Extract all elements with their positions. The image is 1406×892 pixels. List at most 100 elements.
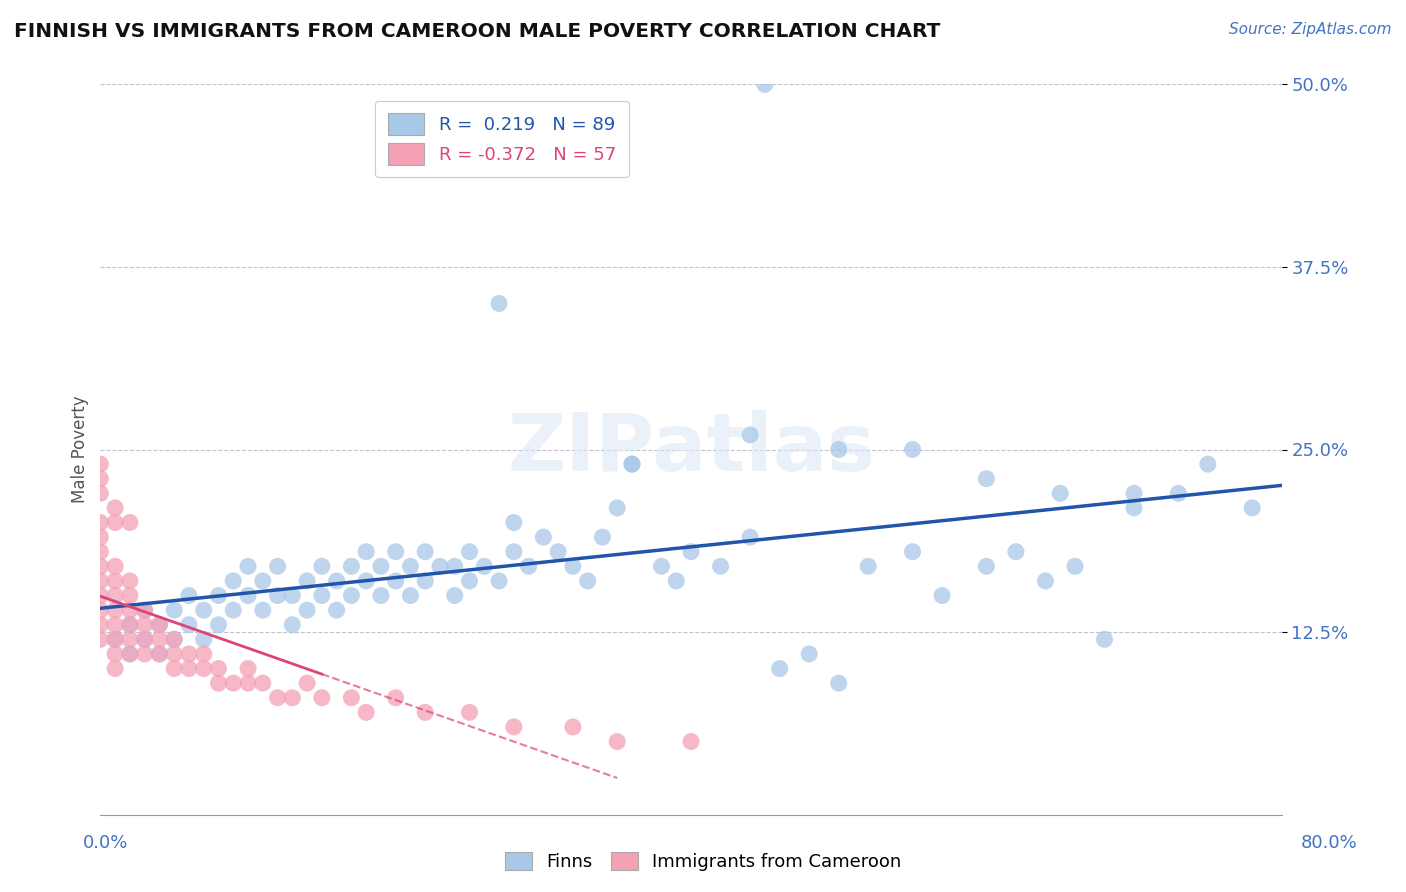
Point (531, 530, 554, 544)
Point (118, 603, 141, 617)
Point (89, 632, 111, 647)
Point (193, 661, 215, 675)
Point (591, 530, 613, 544)
Point (679, 545, 702, 559)
Point (488, 296, 510, 310)
Point (458, 706, 481, 720)
Point (828, 676, 851, 690)
Point (163, 661, 186, 675)
Point (413, 574, 436, 588)
Point (1241, 500, 1264, 515)
Point (740, 530, 762, 544)
Point (976, 559, 998, 574)
Point (340, 589, 363, 603)
Point (1123, 500, 1146, 515)
Point (89, 617, 111, 632)
Point (384, 574, 406, 588)
Point (1123, 486, 1146, 500)
Point (384, 690, 406, 705)
Point (193, 647, 215, 661)
Point (311, 690, 333, 705)
Point (89, 545, 111, 559)
Point (576, 574, 599, 588)
Point (236, 589, 259, 603)
Point (901, 442, 924, 457)
Point (1094, 632, 1116, 647)
Point (561, 559, 583, 574)
Point (325, 603, 347, 617)
Point (769, 661, 792, 675)
Point (207, 676, 229, 690)
Point (1064, 559, 1087, 574)
Point (281, 690, 304, 705)
Point (104, 589, 127, 603)
Point (443, 589, 465, 603)
Point (517, 559, 540, 574)
Point (236, 559, 259, 574)
Point (89, 530, 111, 544)
Point (561, 720, 583, 734)
Point (207, 661, 229, 675)
Point (340, 559, 363, 574)
Point (502, 720, 524, 734)
Point (134, 603, 156, 617)
Point (502, 545, 524, 559)
Point (1035, 574, 1057, 588)
Point (399, 559, 422, 574)
Point (384, 545, 406, 559)
Point (429, 559, 451, 574)
Point (104, 617, 127, 632)
Point (118, 647, 141, 661)
Point (193, 632, 215, 647)
Point (118, 589, 141, 603)
Point (104, 661, 127, 675)
Point (177, 647, 200, 661)
Point (620, 457, 643, 471)
Point (89, 589, 111, 603)
Point (488, 574, 510, 588)
Point (340, 690, 363, 705)
Y-axis label: Male Poverty: Male Poverty (72, 396, 89, 503)
Point (222, 603, 245, 617)
Point (134, 603, 156, 617)
Point (266, 589, 288, 603)
Point (104, 559, 127, 574)
Point (620, 457, 643, 471)
Point (502, 516, 524, 530)
Text: ZIPatlas: ZIPatlas (508, 410, 875, 489)
Point (207, 617, 229, 632)
Point (134, 647, 156, 661)
Point (104, 603, 127, 617)
Point (547, 545, 569, 559)
Text: Source: ZipAtlas.com: Source: ZipAtlas.com (1229, 22, 1392, 37)
Point (901, 545, 924, 559)
Point (222, 676, 245, 690)
Point (236, 661, 259, 675)
Point (104, 647, 127, 661)
Point (828, 442, 851, 457)
Point (222, 574, 245, 588)
Point (679, 734, 702, 748)
Point (104, 632, 127, 647)
Point (207, 589, 229, 603)
Point (295, 574, 318, 588)
Point (354, 706, 377, 720)
Legend: Finns, Immigrants from Cameroon: Finns, Immigrants from Cameroon (498, 845, 908, 879)
Point (976, 472, 998, 486)
Point (89, 486, 111, 500)
Point (665, 574, 688, 588)
Point (148, 647, 170, 661)
Point (295, 603, 318, 617)
Point (354, 545, 377, 559)
Point (443, 559, 465, 574)
Point (413, 545, 436, 559)
Point (134, 632, 156, 647)
Point (311, 589, 333, 603)
Point (163, 632, 186, 647)
Point (177, 617, 200, 632)
Point (104, 574, 127, 588)
Point (799, 647, 821, 661)
Point (370, 559, 392, 574)
Point (413, 706, 436, 720)
Point (104, 632, 127, 647)
